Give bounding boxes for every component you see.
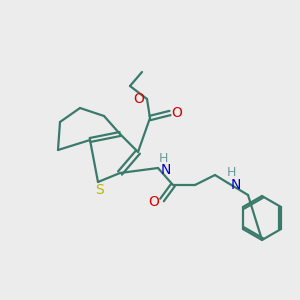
Text: N: N — [161, 163, 171, 177]
Text: H: H — [226, 167, 236, 179]
Text: H: H — [158, 152, 168, 164]
Text: N: N — [231, 178, 241, 192]
Text: O: O — [148, 195, 159, 209]
Text: O: O — [134, 92, 144, 106]
Text: O: O — [172, 106, 182, 120]
Text: S: S — [96, 183, 104, 197]
